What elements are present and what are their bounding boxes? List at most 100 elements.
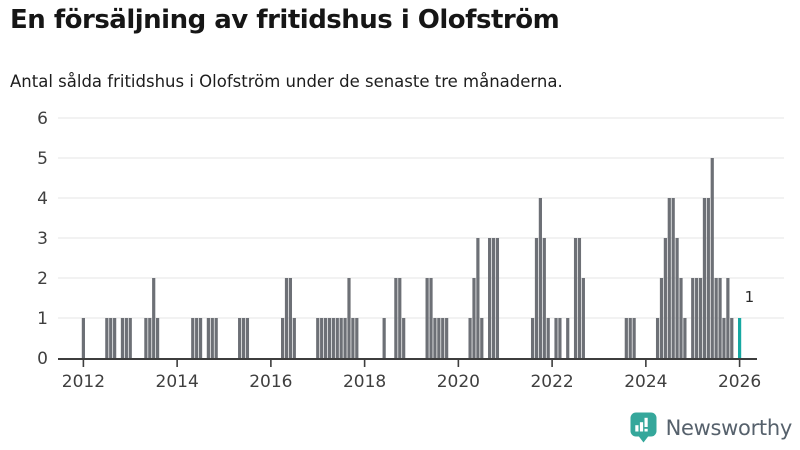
chart-bar	[476, 238, 480, 358]
chart-bar	[722, 318, 726, 358]
chart-bar	[128, 318, 132, 358]
chart-bar	[695, 278, 699, 358]
chart-bar	[628, 318, 632, 358]
chart-bar	[468, 318, 472, 358]
chart-bar	[675, 238, 679, 358]
chart-bar	[624, 318, 628, 358]
chart-bar	[663, 238, 667, 358]
chart-bar	[726, 278, 730, 358]
chart-bar	[195, 318, 199, 358]
newsworthy-bar-chart-icon	[630, 412, 657, 443]
x-axis-label: 2024	[624, 372, 667, 392]
chart-bar	[730, 318, 734, 358]
chart-bar	[343, 318, 347, 358]
chart-bar	[402, 318, 406, 358]
chart-bar	[339, 318, 343, 358]
chart-subtitle: Antal sålda fritidshus i Olofström under…	[10, 72, 563, 91]
chart-bar	[105, 318, 109, 358]
chart-bar	[433, 318, 437, 358]
chart-bar	[241, 318, 246, 358]
chart-bar	[124, 318, 128, 358]
chart-bar	[238, 318, 242, 358]
chart-bar	[210, 318, 214, 358]
chart-bar	[558, 318, 562, 358]
chart-bar	[546, 318, 550, 358]
chart-bar	[698, 278, 703, 358]
chart-bar	[425, 278, 429, 358]
chart-bar	[198, 318, 203, 358]
x-axis-label: 2012	[62, 372, 105, 392]
chart-bar	[679, 278, 683, 358]
chart-bar	[710, 158, 714, 358]
chart-bar	[323, 318, 328, 358]
chart-bar	[382, 318, 386, 358]
chart-bar	[667, 198, 671, 358]
chart-bar	[671, 198, 675, 358]
chart-bar	[437, 318, 441, 358]
chart-bar	[480, 318, 484, 358]
chart-bar	[191, 318, 195, 358]
chart-bar	[714, 278, 718, 358]
x-axis-label: 2020	[437, 372, 480, 392]
chart-bar	[394, 278, 398, 358]
newsworthy-logo: Newsworthy	[630, 412, 792, 443]
chart-bar	[109, 318, 113, 358]
chart-bar	[113, 318, 117, 358]
x-axis-label: 2022	[530, 372, 573, 392]
chart-bar	[632, 318, 636, 358]
chart-bar	[335, 318, 339, 358]
chart-bar	[288, 278, 293, 358]
chart-bar	[152, 278, 156, 358]
y-axis-label: 4	[37, 189, 48, 209]
chart-bar	[542, 238, 546, 358]
y-axis-label: 0	[37, 349, 48, 369]
y-axis-label: 6	[37, 109, 48, 129]
x-axis-label: 2016	[249, 372, 292, 392]
chart-bar	[718, 278, 722, 358]
chart-bar	[530, 318, 535, 358]
page-title: En försäljning av fritidshus i Olofström	[10, 5, 560, 35]
x-axis-label: 2018	[343, 372, 386, 392]
chart-bar	[148, 318, 152, 358]
chart-bar	[327, 318, 332, 358]
chart-bar	[316, 318, 320, 358]
chart-bar	[495, 238, 500, 358]
chart-bar	[534, 238, 539, 358]
x-axis-label: 2014	[156, 372, 199, 392]
y-axis-label: 1	[37, 309, 48, 329]
newsworthy-logo-text: Newsworthy	[665, 415, 793, 440]
chart-bar	[573, 238, 578, 358]
y-axis-label: 2	[37, 269, 48, 289]
last-bar-value-annotation: 1	[745, 288, 755, 306]
chart-bar	[214, 318, 218, 358]
x-axis-label: 2026	[718, 372, 761, 392]
chart-bar	[683, 318, 687, 358]
chart-bar	[491, 238, 496, 358]
chart-bar	[655, 318, 660, 358]
chart-bar	[554, 318, 558, 358]
chart-bar	[156, 318, 160, 358]
y-axis-label: 3	[37, 229, 48, 249]
chart-bar	[538, 198, 542, 358]
chart-bar	[320, 318, 324, 358]
chart-bar	[81, 318, 85, 358]
chart-bar	[347, 278, 351, 358]
chart-bar	[331, 318, 335, 358]
chart-bar	[429, 278, 433, 358]
chart-bar	[659, 278, 664, 358]
chart-bar	[702, 198, 707, 358]
chart-bar	[581, 278, 585, 358]
chart-bar	[398, 278, 402, 358]
chart-bar	[441, 318, 445, 358]
chart-bar	[245, 318, 250, 358]
chart-bar	[577, 238, 582, 358]
chart-bar	[144, 318, 148, 358]
chart-bar	[488, 238, 492, 358]
chart-bar	[206, 318, 210, 358]
chart-bar	[292, 318, 296, 358]
chart-bar	[355, 318, 359, 358]
highlighted-bar	[738, 318, 742, 358]
chart-bar	[351, 318, 355, 358]
